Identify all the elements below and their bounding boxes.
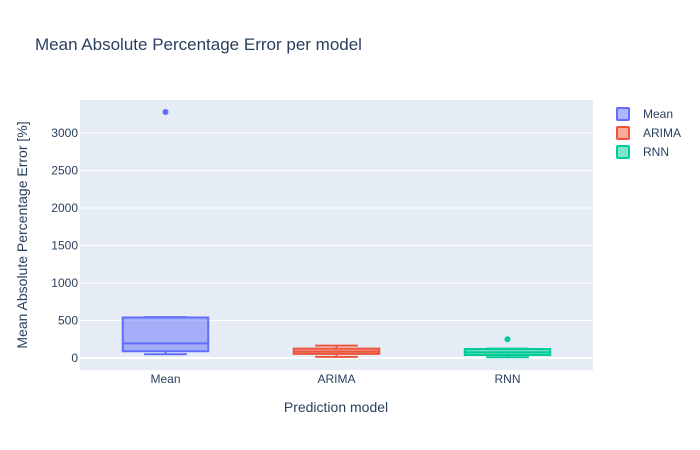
chart-title: Mean Absolute Percentage Error per model: [35, 35, 362, 54]
legend-item-arima: ARIMA: [616, 126, 681, 140]
x-tick-label: ARIMA: [317, 372, 355, 386]
y-tick-label: 1000: [51, 276, 78, 290]
legend-label: Mean: [643, 107, 673, 121]
y-tick-label: 2000: [51, 201, 78, 215]
box-arima: [292, 344, 381, 358]
y-tick-label: 1500: [51, 239, 78, 253]
outlier-point: [504, 336, 511, 343]
x-axis-title: Prediction model: [284, 399, 388, 415]
y-axis-title: Mean Absolute Percentage Error [%]: [14, 121, 30, 348]
y-tick-label: 2500: [51, 164, 78, 178]
legend-item-rnn: RNN: [616, 145, 669, 159]
x-tick-label: RNN: [495, 372, 521, 386]
y-tick-label: 0: [71, 351, 78, 365]
y-axis-ticks: 0 500 1000 1500 2000 2500 3000: [51, 126, 78, 365]
legend: Mean ARIMA RNN: [616, 107, 681, 159]
x-tick-label: Mean: [150, 372, 180, 386]
boxes: [121, 109, 552, 359]
y-tick-label: 3000: [51, 126, 78, 140]
box-rnn: [463, 336, 552, 359]
box-body: [121, 316, 210, 353]
legend-label: RNN: [643, 145, 669, 159]
box-mean: [121, 109, 210, 356]
legend-swatch: [616, 107, 630, 121]
legend-item-mean: Mean: [616, 107, 673, 121]
y-tick-label: 500: [58, 314, 78, 328]
legend-swatch: [616, 126, 630, 140]
outlier-point: [162, 109, 169, 115]
legend-swatch: [616, 145, 630, 159]
legend-label: ARIMA: [643, 126, 681, 140]
x-axis-ticks: Mean ARIMA RNN: [150, 372, 520, 386]
